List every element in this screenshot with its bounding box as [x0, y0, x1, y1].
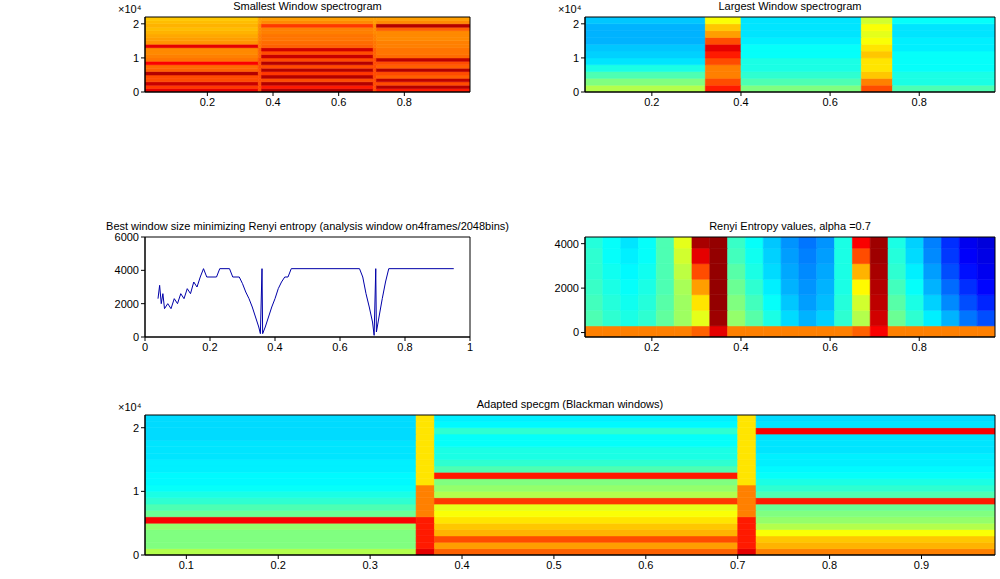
svg-text:0.8: 0.8: [912, 341, 927, 353]
svg-text:1: 1: [573, 52, 579, 64]
svg-text:1: 1: [133, 485, 139, 497]
svg-text:0.4: 0.4: [733, 341, 748, 353]
svg-text:0.3: 0.3: [362, 559, 377, 571]
svg-text:0.1: 0.1: [179, 559, 194, 571]
svg-text:0: 0: [133, 331, 139, 343]
svg-text:0.8: 0.8: [822, 559, 837, 571]
svg-text:2: 2: [573, 18, 579, 30]
svg-text:2: 2: [133, 422, 139, 434]
svg-text:0.2: 0.2: [200, 96, 215, 108]
html-text:Renyi Entropy values, alpha =0: Renyi Entropy values, alpha =0.7: [709, 220, 871, 232]
svg-text:0.8: 0.8: [397, 96, 412, 108]
svg-text:0.9: 0.9: [914, 559, 929, 571]
svg-text:4000: 4000: [115, 264, 139, 276]
html-text:Best window size minimizing Re: Best window size minimizing Renyi entrop…: [106, 220, 509, 232]
svg-text:0.8: 0.8: [912, 96, 927, 108]
svg-text:0.4: 0.4: [265, 96, 280, 108]
svg-text:0.6: 0.6: [822, 341, 837, 353]
svg-text:0: 0: [573, 326, 579, 338]
html-text:×10⁴: ×10⁴: [118, 401, 142, 413]
svg-text:4000: 4000: [555, 238, 579, 250]
svg-text:0: 0: [573, 86, 579, 98]
svg-text:0.7: 0.7: [730, 559, 745, 571]
svg-text:6000: 6000: [115, 232, 139, 243]
svg-text:0.2: 0.2: [644, 341, 659, 353]
svg-text:1: 1: [133, 52, 139, 64]
svg-text:0.6: 0.6: [331, 96, 346, 108]
html-text:×10⁴: ×10⁴: [118, 3, 142, 15]
svg-text:0.6: 0.6: [822, 96, 837, 108]
svg-text:0: 0: [133, 549, 139, 561]
svg-text:0.2: 0.2: [202, 341, 217, 353]
html-text:Largest Window spectrogram: Largest Window spectrogram: [718, 0, 862, 12]
svg-text:1: 1: [467, 341, 473, 353]
svg-text:2: 2: [133, 18, 139, 30]
svg-text:0.8: 0.8: [397, 341, 412, 353]
svg-text:0.2: 0.2: [271, 559, 286, 571]
html-text:Smallest Window spectrogram: Smallest Window spectrogram: [233, 0, 382, 12]
svg-text:0.5: 0.5: [546, 559, 561, 571]
svg-text:0: 0: [133, 86, 139, 98]
svg-text:0: 0: [142, 341, 148, 353]
html-text:Adapted specgm (Blackman windo: Adapted specgm (Blackman windows): [476, 398, 664, 410]
svg-text:0.2: 0.2: [644, 96, 659, 108]
svg-text:0.6: 0.6: [332, 341, 347, 353]
svg-text:0.6: 0.6: [638, 559, 653, 571]
svg-text:2000: 2000: [115, 298, 139, 310]
svg-text:0.4: 0.4: [267, 341, 282, 353]
html-text:×10⁴: ×10⁴: [558, 3, 582, 15]
svg-text:0.4: 0.4: [733, 96, 748, 108]
svg-text:2000: 2000: [555, 282, 579, 294]
svg-text:0.4: 0.4: [454, 559, 469, 571]
